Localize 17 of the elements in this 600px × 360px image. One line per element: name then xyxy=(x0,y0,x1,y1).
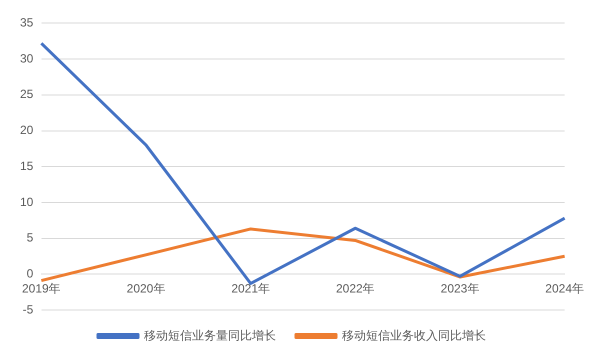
x-tick-label: 2024年 xyxy=(545,282,584,296)
y-tick-label: 30 xyxy=(20,51,34,66)
y-tick-label: 35 xyxy=(20,16,34,30)
y-tick-label: 15 xyxy=(20,158,34,173)
legend-label: 移动短信业务量同比增长 xyxy=(144,328,276,342)
x-tick-label: 2020年 xyxy=(126,282,166,296)
x-tick-label: 2023年 xyxy=(440,282,480,296)
y-tick-label: -5 xyxy=(22,302,34,316)
legend-label: 移动短信业务收入同比增长 xyxy=(342,328,486,342)
y-tick-label: 20 xyxy=(20,123,34,138)
x-tick-label: 2019年 xyxy=(22,282,61,296)
y-tick-label: 10 xyxy=(20,194,34,209)
x-tick-label: 2022年 xyxy=(336,282,375,296)
y-tick-label: 5 xyxy=(26,230,34,245)
x-tick-label: 2021年 xyxy=(231,282,270,296)
y-tick-label: 25 xyxy=(20,87,34,102)
y-tick-label: 0 xyxy=(26,266,34,280)
